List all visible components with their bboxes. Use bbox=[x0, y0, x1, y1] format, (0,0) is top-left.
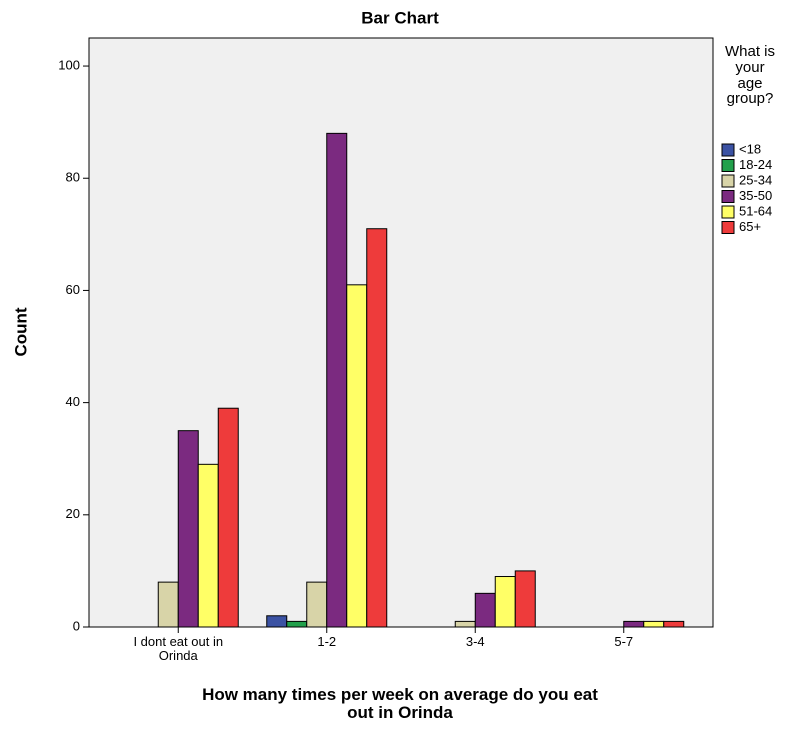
bar bbox=[157, 581, 179, 628]
x-axis-title: How many times per week on average do yo… bbox=[202, 686, 598, 722]
bar bbox=[643, 620, 665, 628]
bar bbox=[326, 132, 348, 628]
chart-title: Bar Chart bbox=[361, 8, 439, 27]
bar bbox=[514, 570, 536, 628]
x-tick-label: 1-2 bbox=[317, 635, 337, 649]
bar bbox=[474, 592, 496, 628]
bar bbox=[266, 615, 288, 628]
y-tick-label: 100 bbox=[58, 57, 80, 72]
y-tick-label: 40 bbox=[66, 394, 80, 409]
legend-title: What is your age group? bbox=[724, 44, 775, 108]
legend-swatch bbox=[721, 205, 735, 219]
x-tick-label: I dont eat out in Orinda bbox=[133, 635, 224, 663]
y-tick-label: 20 bbox=[66, 506, 80, 521]
y-tick-label: 0 bbox=[73, 618, 80, 633]
legend-swatch bbox=[721, 221, 735, 234]
legend-label: 65+ bbox=[739, 219, 761, 234]
bar bbox=[663, 620, 685, 628]
bar bbox=[286, 620, 308, 628]
bar bbox=[197, 463, 219, 628]
bar bbox=[494, 576, 516, 628]
x-tick-label-box: I dont eat out in Orinda bbox=[133, 635, 224, 663]
legend-title-box: What is your age group? bbox=[724, 44, 775, 108]
bar bbox=[623, 620, 645, 628]
y-tick-label: 80 bbox=[66, 170, 80, 185]
y-tick-label: 60 bbox=[66, 282, 80, 297]
x-tick-label-box: 1-2 bbox=[317, 635, 337, 649]
bar bbox=[217, 407, 239, 628]
legend-label: 51-64 bbox=[739, 203, 772, 218]
x-tick-label: 3-4 bbox=[465, 635, 485, 649]
legend-label: <18 bbox=[739, 141, 761, 156]
legend-label: 25-34 bbox=[739, 172, 772, 187]
bar bbox=[177, 430, 199, 628]
x-tick-label: 5-7 bbox=[614, 635, 634, 649]
legend-label: 18-24 bbox=[739, 157, 772, 172]
bar bbox=[346, 284, 368, 628]
bar bbox=[366, 228, 388, 628]
legend-swatch bbox=[721, 190, 735, 203]
bar bbox=[306, 581, 328, 628]
bar bbox=[454, 620, 476, 628]
x-axis-title-box: How many times per week on average do yo… bbox=[202, 686, 598, 722]
legend-swatch bbox=[721, 159, 735, 172]
y-axis-title: Count bbox=[11, 307, 30, 356]
x-tick-label-box: 3-4 bbox=[465, 635, 485, 649]
legend-label: 35-50 bbox=[739, 188, 772, 203]
legend-swatch bbox=[721, 174, 735, 188]
legend-swatch bbox=[721, 143, 735, 157]
x-tick-label-box: 5-7 bbox=[614, 635, 634, 649]
